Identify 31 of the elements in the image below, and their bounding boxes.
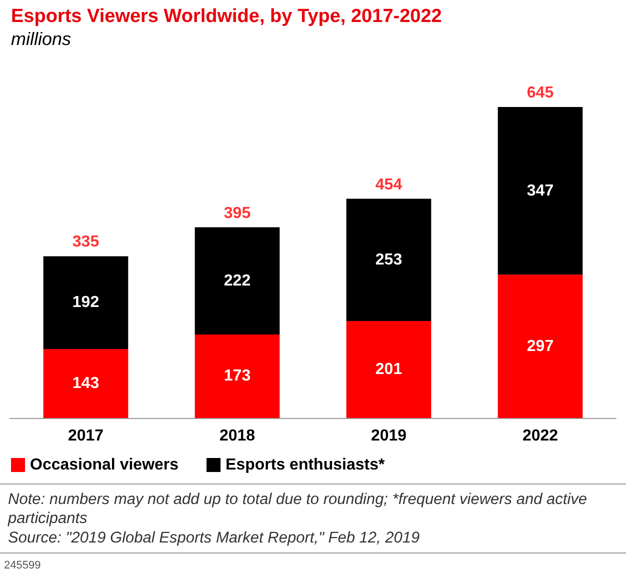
text: 245599 [4,560,41,572]
data-label: 173 [224,368,251,385]
chart-title: Esports Viewers Worldwide, by Type, 2017-2022 [11,6,442,27]
data-label: 143 [72,374,100,392]
bar [498,274,583,418]
data-label: 192 [72,294,100,312]
bar [194,334,280,418]
bar [346,198,432,321]
data-label: 253 [375,251,402,268]
bar [346,320,432,418]
data-label: 297 [526,338,554,355]
total-label: 335 [72,234,100,251]
bar [194,227,280,334]
x-tick-label: 2019 [370,428,407,444]
x-tick-label: 2022 [522,428,558,444]
text: Note: numbers may not add up to total due to rounding; *frequent viewers and active participants [7,491,592,527]
data-label: 201 [375,360,402,378]
bar [43,256,128,349]
x-tick-label: 2018 [219,428,256,444]
data-label: 222 [224,272,251,290]
total-label: 454 [375,176,402,194]
source-note: Source: "2019 Global Esports Market Report," Feb 12, 2019 [8,530,420,546]
total-label: 395 [224,204,251,222]
bar [43,348,128,418]
legend-label: Esports enthusiasts* [226,456,386,474]
total-label: 645 [526,84,554,102]
chart-subtitle: millions [11,29,72,49]
bar [498,107,583,275]
legend-label: Occasional viewers [30,456,179,474]
data-label: 347 [526,182,554,200]
x-tick-label: 2017 [68,428,104,444]
